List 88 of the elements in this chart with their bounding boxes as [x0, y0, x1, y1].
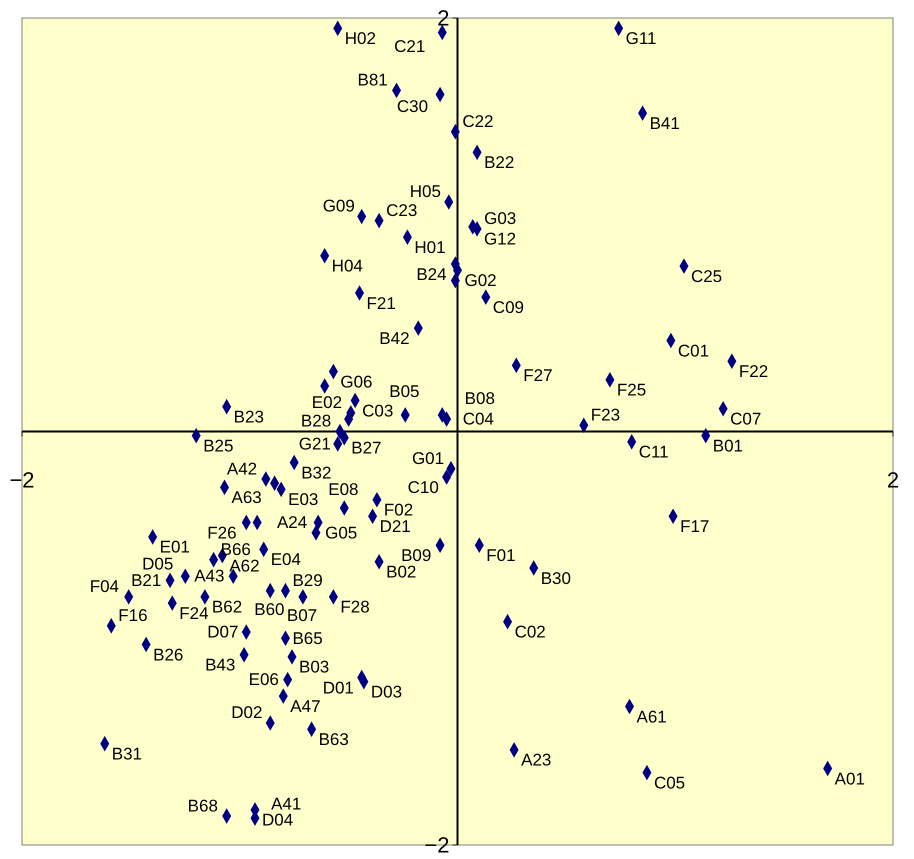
annotation: F02 [384, 500, 414, 520]
annotation: G03 [484, 209, 516, 228]
annotation: B24 [416, 264, 447, 284]
annotation: D01 [322, 678, 354, 698]
annotation: B27 [351, 438, 382, 458]
annotation: A24 [276, 513, 308, 532]
annotation: B63 [318, 730, 349, 750]
annotation: F16 [118, 606, 148, 626]
annotation: G12 [484, 229, 516, 248]
annotation: E02 [312, 393, 342, 412]
annotation: F25 [616, 380, 646, 400]
annotation: G02 [464, 271, 497, 290]
annotation: B32 [301, 463, 332, 482]
annotation: B22 [484, 153, 514, 172]
annotation: C23 [386, 200, 418, 220]
annotation: B07 [286, 606, 318, 626]
annotation: B08 [464, 389, 495, 408]
annotation: H02 [344, 29, 376, 48]
annotation: C02 [514, 622, 546, 642]
annotation: B66 [220, 540, 251, 559]
annotation: C22 [462, 112, 494, 131]
annotation: B43 [205, 656, 236, 675]
annotation: E08 [328, 480, 359, 499]
annotation: C10 [408, 478, 439, 497]
annotation: B26 [153, 645, 184, 664]
annotation: B03 [299, 658, 330, 677]
annotation: B25 [203, 436, 234, 456]
annotation: G06 [340, 372, 373, 392]
annotation: A62 [229, 556, 260, 576]
annotation: B29 [292, 570, 323, 590]
annotation: G21 [298, 434, 331, 454]
annotation: E06 [248, 670, 279, 690]
annotation: B05 [389, 382, 420, 401]
annotation: F04 [90, 577, 119, 596]
annotation: C09 [492, 298, 524, 317]
annotation: C05 [654, 773, 686, 792]
annotation: A63 [232, 488, 262, 508]
annotation: C21 [394, 36, 426, 56]
annotation: D07 [207, 622, 238, 642]
annotation: E04 [270, 550, 301, 570]
annotation: C04 [462, 410, 494, 429]
annotation: C11 [638, 442, 669, 462]
annotation: A43 [194, 566, 224, 586]
annotation: H01 [414, 238, 446, 257]
annotation: G09 [322, 196, 355, 216]
annotation: B65 [292, 628, 323, 648]
annotation: C01 [678, 341, 710, 360]
annotation: D02 [231, 703, 262, 722]
annotation: B01 [712, 436, 743, 456]
annotation: F27 [523, 366, 553, 386]
annotation: A47 [290, 696, 321, 716]
annotation: G01 [412, 448, 444, 468]
annotation: A42 [226, 459, 258, 478]
annotation: H04 [332, 256, 363, 276]
annotation: B68 [188, 796, 218, 816]
annotation: F28 [340, 598, 370, 617]
annotation: F01 [486, 546, 516, 566]
annotation: B62 [212, 598, 242, 617]
annotation: E03 [288, 490, 318, 510]
annotation: C25 [690, 266, 722, 286]
annotation: F23 [590, 405, 620, 424]
annotation: F24 [179, 604, 209, 623]
annotation: F17 [680, 517, 710, 536]
annotation: B60 [254, 600, 284, 619]
annotation: B42 [379, 328, 410, 348]
annotation: B09 [401, 546, 432, 566]
annotation: D03 [370, 682, 402, 702]
annotation: C07 [730, 410, 762, 429]
annotation: B23 [234, 407, 264, 426]
annotation: F26 [207, 523, 237, 542]
annotation: F21 [366, 294, 396, 313]
annotation: G11 [626, 29, 657, 48]
annotation: E01 [160, 538, 190, 557]
annotation: B41 [650, 114, 680, 133]
annotation: B02 [386, 562, 416, 582]
annotation: A01 [834, 769, 865, 788]
annotation: C03 [362, 401, 394, 420]
annotation: G05 [325, 523, 358, 542]
annotation: B28 [300, 412, 332, 431]
annotation: C30 [396, 96, 428, 116]
annotation: F22 [738, 362, 768, 382]
annotation: B30 [540, 568, 571, 588]
annotation: B31 [112, 744, 142, 764]
annotation: A23 [521, 750, 552, 770]
annotation: A61 [636, 707, 667, 726]
annotation: D21 [380, 517, 411, 536]
annotation: H05 [410, 182, 441, 202]
annotation: B81 [358, 70, 388, 90]
